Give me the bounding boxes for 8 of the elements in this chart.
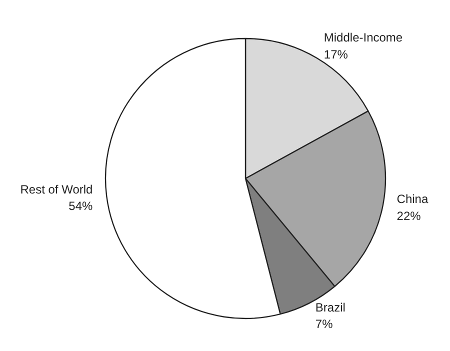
data-label: 17% [324,47,348,62]
slice-label: Brazil [315,300,346,314]
data-label: 54% [68,199,94,214]
slice-label: Rest of World [20,182,93,196]
data-label: 22% [396,208,422,223]
data-label: 7% [315,317,334,332]
slice-label: China [396,192,428,206]
slice-label: Middle-Income [324,30,403,45]
